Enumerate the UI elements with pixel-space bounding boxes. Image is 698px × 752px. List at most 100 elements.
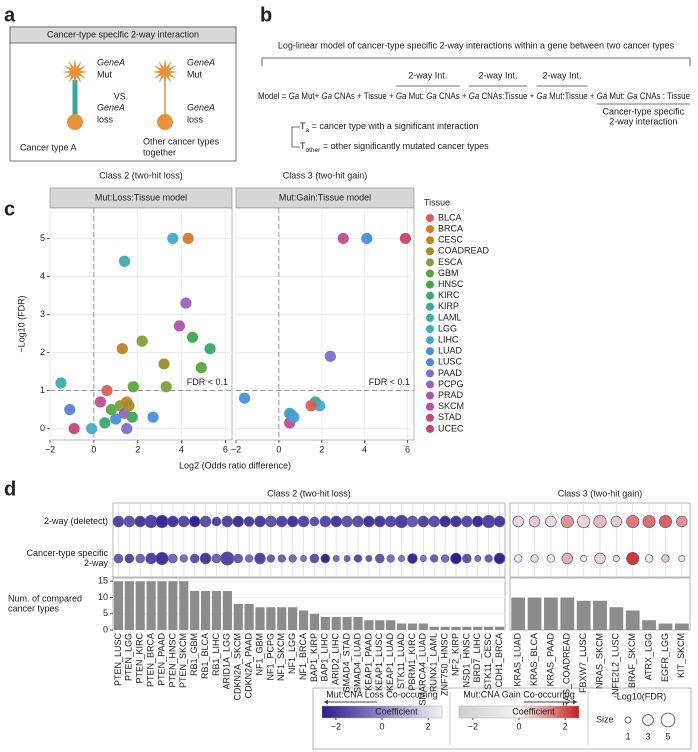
legend-label: LGG — [438, 323, 457, 333]
bubble — [626, 514, 640, 529]
point — [204, 343, 216, 355]
bar — [277, 607, 287, 630]
panel-a-header — [9, 26, 237, 44]
bar — [146, 581, 156, 630]
legend-swatch — [426, 291, 434, 300]
formula-term: CNAs : Tissue — [638, 91, 690, 101]
loss-node — [67, 114, 83, 130]
bubble — [244, 554, 254, 563]
y-tick-label: 15 — [98, 576, 108, 586]
loss-label: loss — [97, 114, 114, 124]
x-axis-label: Log2 (Odds ratio difference) — [179, 460, 291, 470]
legend-label: CESC — [438, 235, 464, 245]
size-key-label: 1 — [625, 731, 630, 741]
point — [68, 422, 80, 435]
y-tick-label: 0 — [103, 624, 108, 634]
y-tick-label: 10 — [98, 592, 108, 602]
bar — [320, 617, 330, 630]
legend-swatch — [426, 391, 434, 400]
y-tick-label: 0 — [40, 423, 45, 433]
size-key — [624, 716, 632, 724]
x-tick-label: PTEN_HNSC — [167, 633, 177, 688]
legend-swatch — [426, 214, 434, 222]
point — [314, 400, 326, 412]
bubble — [288, 554, 297, 563]
formula-term: CNAs + — [437, 91, 469, 101]
point — [118, 255, 131, 267]
bar — [211, 591, 222, 630]
bubble — [145, 552, 157, 565]
legend-label: SKCM — [438, 401, 464, 411]
colorbar-tick-label: −2 — [468, 721, 478, 731]
x-tick-label: NF1_LGG — [287, 633, 297, 674]
bar — [266, 607, 276, 630]
bubble — [580, 555, 588, 562]
formula-term: CNAs + Tissue + — [332, 91, 396, 101]
bubble — [642, 514, 656, 529]
x-tick-label: 0 — [276, 444, 281, 454]
bubble — [375, 553, 385, 564]
point — [324, 350, 336, 362]
point — [158, 358, 170, 370]
vs-label: VS. — [114, 91, 129, 101]
bubble — [265, 515, 277, 528]
note: Tother = other significantly mutated can… — [300, 141, 489, 154]
x-tick-label: 4 — [179, 444, 184, 454]
bubble — [220, 551, 235, 566]
size-key — [660, 712, 676, 728]
x-tick-label: NF1_SKCM — [276, 633, 286, 681]
legend-label: UCEC — [438, 423, 464, 433]
bubble — [221, 515, 234, 528]
loss-label: loss — [187, 114, 204, 124]
bar — [511, 597, 526, 630]
legend-title: -Log10(FDR) — [614, 691, 667, 701]
bubble — [612, 555, 620, 562]
x-tick-label: STK11_LUAD — [396, 633, 406, 689]
x-tick-label: NRAS_SKCM — [594, 633, 604, 689]
bracket — [291, 126, 300, 148]
point — [288, 411, 300, 423]
row-label: Cancer-type specific — [26, 548, 108, 558]
specific-label: 2-way interaction — [609, 116, 677, 126]
point — [182, 232, 194, 245]
point — [101, 384, 113, 397]
legend-label: PAAD — [438, 368, 462, 378]
panel-title: Class 3 (two-hit gain) — [558, 488, 643, 498]
bar — [407, 623, 418, 630]
legend-arrowhead — [573, 699, 577, 705]
point — [305, 400, 317, 412]
bubble — [419, 555, 427, 562]
x-tick-label: 2 — [319, 444, 324, 454]
point — [399, 232, 412, 245]
bubble — [484, 554, 493, 563]
panel-letter: a — [4, 4, 16, 26]
bubble — [474, 555, 482, 562]
bubble — [134, 515, 146, 528]
panel-letter: b — [260, 4, 272, 26]
x-tick-label: NFE2L2_LUSC — [611, 633, 621, 696]
legend-title: Mut:CNA Loss Co-occurring — [326, 689, 438, 699]
legend-swatch — [426, 347, 434, 356]
bubble — [644, 554, 654, 563]
legend-label: LIHC — [438, 334, 459, 344]
note-part: other — [306, 147, 322, 154]
mut-label: Mut — [187, 69, 203, 79]
x-tick-label: 6 — [405, 444, 410, 454]
y-axis-label: Num. of compared — [8, 593, 82, 603]
caption: Cancer type A — [20, 142, 77, 152]
x-tick-label: KRAS_BLCA — [529, 633, 539, 686]
bubble — [428, 515, 440, 528]
bar — [658, 623, 673, 630]
x-tick-label: NF1_PCPG — [265, 633, 275, 681]
bar — [642, 620, 656, 630]
y-axis-label: cancer types — [8, 603, 60, 613]
size-key-label: 5 — [665, 731, 670, 741]
point — [99, 417, 111, 429]
panel-background — [49, 207, 233, 441]
bubble — [545, 515, 557, 528]
model-title: Log-linear model of cancer-type specific… — [278, 40, 675, 50]
x-tick-label: RB1_GBM — [189, 633, 199, 676]
x-tick-label: KRAS_PAAD — [545, 633, 555, 687]
bubble — [309, 553, 320, 564]
bubble — [112, 515, 125, 528]
